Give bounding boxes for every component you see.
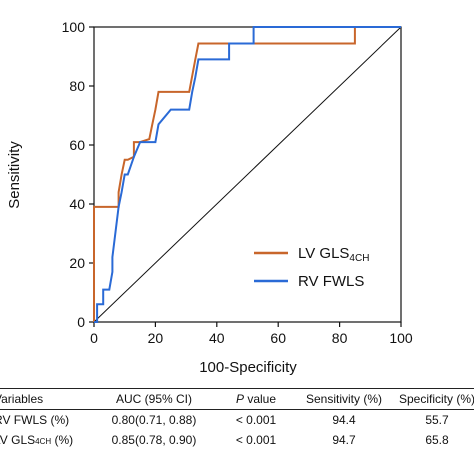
x-tick-label: 20 [148, 330, 164, 346]
y-tick-label: 80 [69, 78, 85, 94]
y-tick-label: 20 [69, 255, 85, 271]
legend-label-main: RV FWLS [298, 273, 364, 290]
table-row: LV GLS4CH (%) 0.85(0.78, 0.90) < 0.001 9… [0, 430, 474, 450]
row-sensitivity: 94.4 [332, 413, 356, 427]
roc-curves [93, 26, 401, 323]
y-tick-label: 40 [69, 196, 85, 212]
y-axis-label: Sensitivity [6, 141, 23, 209]
row-sensitivity: 94.7 [332, 433, 356, 447]
header-auc: AUC (95% CI) [115, 392, 192, 406]
row-p-value: < 0.001 [235, 413, 277, 427]
header-p-italic: P [235, 392, 244, 406]
roc-chart: 0 20 40 60 80 100 0 20 40 60 80 100 100-Specificity… [6, 19, 413, 376]
legend-label: LV GLS4CH [298, 245, 369, 264]
row-auc: 0.80(0.71, 0.88) [111, 413, 197, 427]
reference-diagonal [93, 26, 402, 323]
y-tick-label: 60 [69, 137, 85, 153]
legend-label-main: LV GLS [298, 245, 349, 262]
header-p-value: P value [235, 392, 277, 406]
header-sensitivity: Sensitivity (%) [305, 392, 382, 406]
x-tick-label: 40 [209, 330, 225, 346]
row-p-value: < 0.001 [235, 433, 277, 447]
axis-ticks: 0 20 40 60 80 100 0 20 40 60 80 100 [62, 19, 413, 346]
y-tick-label: 0 [77, 314, 85, 330]
row-variable-tail: (%) [51, 433, 74, 447]
row-variable-main: RV FWLS (%) [0, 413, 70, 427]
x-tick-label: 100 [389, 330, 413, 346]
row-auc: 0.85(0.78, 0.90) [111, 433, 197, 447]
legend: LV GLS4CH RV FWLS [254, 245, 369, 290]
legend-label-sub: 4CH [349, 253, 369, 264]
stats-header-row: Variables AUC (95% CI) P value Sensitivi… [0, 388, 474, 410]
plot-frame [93, 26, 402, 323]
series-line-lv-gls [93, 26, 401, 322]
row-variable-sub: 4CH [35, 437, 52, 446]
row-variable: RV FWLS (%) [0, 410, 90, 431]
table-row: RV FWLS (%) 0.80(0.71, 0.88) < 0.001 94.… [0, 410, 474, 431]
header-variables: Variables [0, 392, 44, 406]
x-axis-label: 100-Specificity [199, 359, 297, 376]
axes [93, 26, 402, 323]
row-variable: LV GLS4CH (%) [0, 430, 90, 450]
header-specificity: Specificity (%) [398, 392, 474, 406]
x-tick-label: 60 [270, 330, 286, 346]
legend-label: RV FWLS [298, 273, 364, 290]
x-tick-label: 0 [90, 330, 98, 346]
series-line-rv-fwls [94, 26, 401, 323]
x-tick-label: 80 [332, 330, 348, 346]
y-tick-label: 100 [62, 19, 86, 35]
stats-table: Variables AUC (95% CI) P value Sensitivi… [0, 388, 474, 450]
row-specificity: 55.7 [425, 413, 449, 427]
row-variable-main: LV GLS [0, 433, 36, 447]
stats-table-container: Variables AUC (95% CI) P value Sensitivi… [0, 388, 474, 474]
row-specificity: 65.8 [425, 433, 449, 447]
